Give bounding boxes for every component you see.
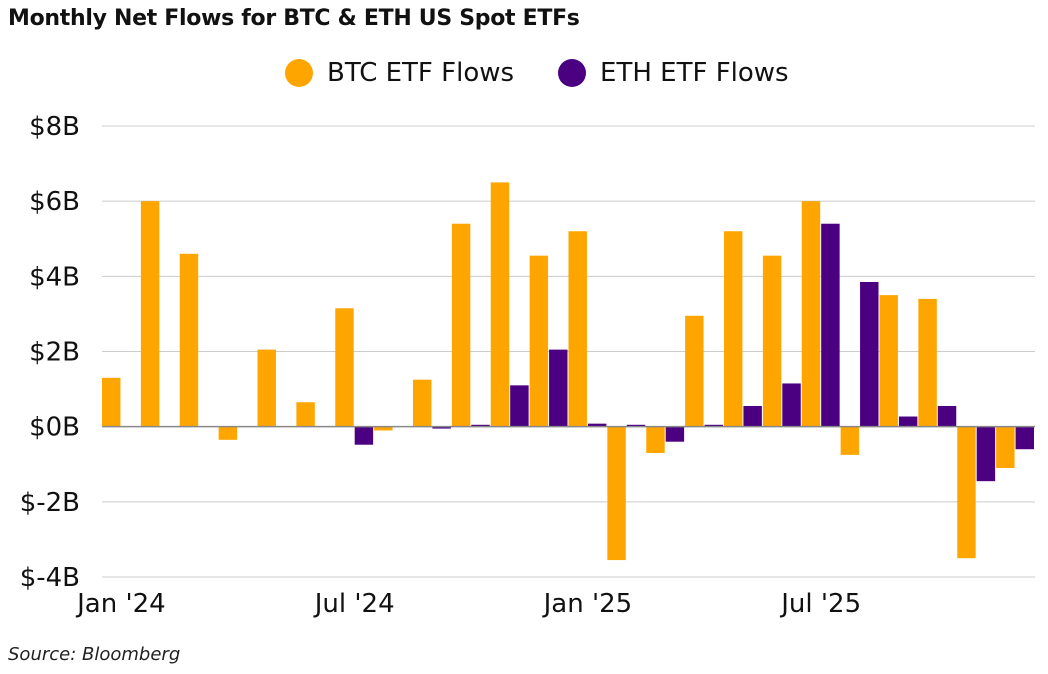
eth-bar: [782, 383, 801, 427]
btc-bar: [568, 231, 587, 427]
y-tick-label: $8B: [29, 112, 80, 142]
y-tick-label: $6B: [29, 187, 80, 217]
legend-label-eth: ETH ETF Flows: [600, 58, 789, 88]
btc-bar: [724, 231, 743, 427]
eth-bar: [976, 426, 996, 482]
btc-bar: [801, 201, 821, 427]
eth-bar: [587, 423, 607, 427]
btc-bar: [879, 295, 898, 427]
x-tick-label: Jan '25: [542, 589, 633, 619]
btc-bar: [957, 426, 976, 559]
btc-bar: [335, 308, 354, 427]
y-tick-label: $2B: [29, 338, 80, 368]
eth-bar: [1015, 426, 1034, 450]
btc-bar: [257, 349, 276, 427]
source-note: Source: Bloomberg: [8, 644, 181, 665]
legend-item-eth: ETH ETF Flows: [558, 58, 789, 88]
legend: BTC ETF Flows ETH ETF Flows: [285, 58, 789, 88]
btc-bar: [607, 426, 626, 561]
btc-bar: [529, 255, 549, 427]
y-tick-label: $0B: [29, 413, 80, 443]
eth-bar: [471, 424, 490, 427]
eth-bar: [898, 416, 918, 427]
btc-bar: [413, 379, 432, 427]
legend-swatch-eth: [558, 59, 587, 87]
x-tick-label: Jul '25: [779, 589, 861, 619]
eth-bar: [860, 281, 879, 427]
btc-bar: [218, 426, 238, 440]
eth-bar: [743, 406, 762, 427]
btc-bar: [140, 201, 160, 427]
y-tick-label: $-2B: [20, 488, 80, 518]
eth-bar: [937, 406, 957, 427]
x-tick-label: Jul '24: [313, 589, 395, 619]
btc-bar: [296, 402, 315, 427]
btc-bar: [374, 426, 393, 431]
btc-bar: [996, 426, 1015, 469]
btc-bar: [685, 315, 704, 427]
btc-bar: [646, 426, 665, 453]
btc-bar: [102, 377, 121, 427]
btc-bar: [490, 182, 510, 427]
eth-bar: [626, 424, 646, 427]
eth-bar: [510, 385, 529, 427]
eth-bar: [354, 426, 374, 445]
eth-bar: [549, 349, 568, 427]
btc-bar: [451, 223, 471, 427]
btc-bar: [918, 298, 937, 427]
y-tick-label: $4B: [29, 262, 80, 292]
btc-bar: [762, 255, 782, 427]
btc-bar: [179, 253, 199, 427]
eth-bar: [432, 426, 451, 429]
y-tick-label: $-4B: [20, 563, 80, 593]
legend-label-btc: BTC ETF Flows: [327, 58, 515, 88]
eth-bar: [665, 426, 685, 442]
x-tick-label: Jan '24: [75, 589, 166, 619]
legend-item-btc: BTC ETF Flows: [285, 58, 514, 88]
btc-bar: [840, 426, 860, 455]
legend-swatch-btc: [285, 59, 313, 87]
chart-title: Monthly Net Flows for BTC & ETH US Spot …: [8, 6, 580, 31]
eth-bar: [821, 223, 840, 427]
eth-bar: [704, 424, 723, 427]
